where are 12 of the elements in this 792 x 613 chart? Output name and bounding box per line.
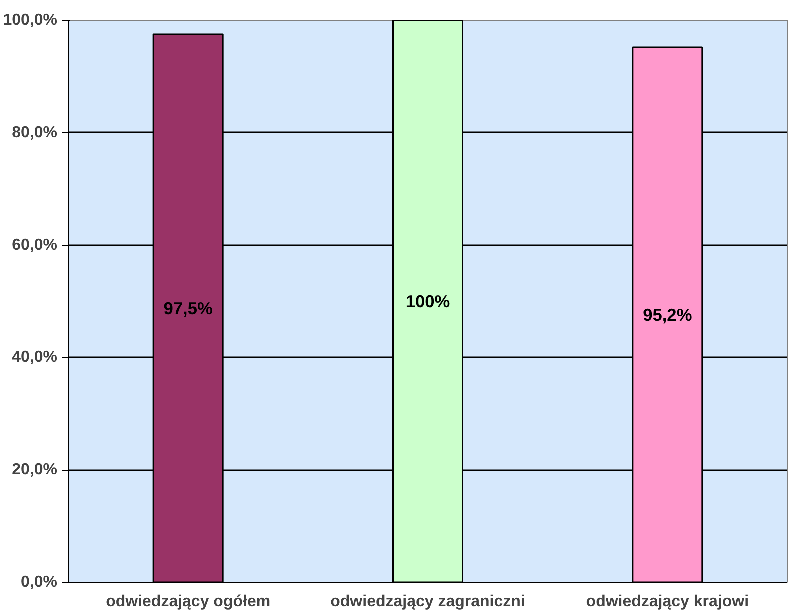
data-label: 95,2% — [643, 304, 692, 325]
x-tick-label: odwiedzający ogółem — [106, 594, 271, 610]
x-tick-label: odwiedzający zagraniczni — [330, 594, 526, 610]
data-label: 97,5% — [164, 298, 213, 319]
data-label: 100% — [406, 292, 450, 312]
y-tick-label: 20,0% — [12, 462, 58, 479]
y-tick-label: 80,0% — [12, 124, 58, 142]
y-tick-label: 0,0% — [21, 574, 58, 591]
y-tick-label: 40,0% — [12, 349, 58, 366]
y-tick-label: 60,0% — [12, 236, 58, 254]
y-tick-label: 100,0% — [3, 12, 58, 29]
x-tick-label: odwiedzający krajowi — [586, 594, 750, 610]
